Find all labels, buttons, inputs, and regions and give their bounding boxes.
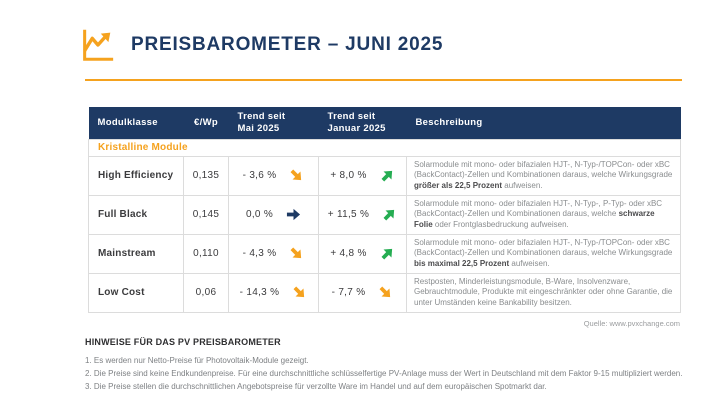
column-header-line: Trend seit: [237, 110, 286, 122]
trend-value: + 11,5 %: [327, 209, 370, 220]
description-text: aufweisen.: [502, 180, 543, 190]
notes-section: HINWEISE FÜR DAS PV PREISBAROMETER 1. Es…: [85, 337, 700, 393]
description-bold-text: schwarze Folie: [414, 209, 655, 229]
trend-arrow-icon: [286, 207, 301, 222]
trend-value: 0,0 %: [245, 209, 274, 220]
page-title: PREISBAROMETER – JUNI 2025: [131, 34, 444, 55]
table-row-low-cost: Low Cost 0,06 - 14,3 % - 7,7 % Restposte…: [88, 272, 681, 313]
table-row-high-efficiency: High Efficiency 0,135 - 3,6 % + 8,0 % So…: [88, 155, 681, 196]
module-name: Full Black: [88, 194, 184, 235]
trend-value: - 14,3 %: [239, 287, 280, 298]
column-header-line: Januar 2025: [327, 122, 386, 134]
trend-jan-cell: + 4,8 %: [318, 233, 407, 274]
trend-arrow-icon: [377, 243, 398, 264]
trend-arrow-icon: [289, 282, 310, 303]
module-description: Solarmodule mit mono- oder bifazialen HJ…: [406, 155, 681, 196]
trend-value: - 3,6 %: [242, 170, 277, 181]
trend-jan-cell: - 7,7 %: [318, 272, 407, 313]
section-label: Kristalline Module: [88, 138, 681, 157]
module-name: Mainstream: [88, 233, 184, 274]
note-item: 1. Es werden nur Netto-Preise für Photov…: [85, 355, 309, 365]
price-value: 0,110: [183, 233, 229, 274]
trend-value: + 4,8 %: [330, 248, 367, 259]
price-value: 0,135: [183, 155, 229, 196]
description-text: Solarmodule mit mono- oder bifazialen HJ…: [414, 159, 673, 180]
trend-arrow-icon: [286, 165, 307, 186]
column-header-line: Trend seit: [327, 110, 376, 122]
trend-value: - 7,7 %: [331, 287, 366, 298]
description-bold-text: bis maximal 22,5 Prozent: [414, 258, 510, 268]
note-item: 2. Die Preise sind keine Endkundenpreise…: [85, 368, 683, 378]
column-header-line: Mai 2025: [237, 122, 280, 134]
price-value: 0,145: [183, 194, 229, 235]
description-text: Solarmodule mit mono- oder bifazialen HJ…: [414, 237, 673, 258]
trend-value: - 4,3 %: [242, 248, 277, 259]
trend-may-cell: - 4,3 %: [228, 233, 319, 274]
description-bold-text: größer als 22,5 Prozent: [414, 180, 503, 190]
source-text: Quelle: www.pvxchange.com: [583, 318, 680, 328]
table-row-mainstream: Mainstream 0,110 - 4,3 % + 4,8 % Solarmo…: [88, 233, 681, 274]
page-header: PREISBAROMETER – JUNI 2025: [0, 0, 728, 64]
trend-jan-cell: + 8,0 %: [318, 155, 407, 196]
trend-arrow-icon: [286, 243, 307, 264]
description-text: aufweisen.: [509, 258, 550, 268]
trend-arrow-icon: [377, 165, 398, 186]
description-text: Solarmodule mit mono- oder bifazialen HJ…: [414, 198, 663, 219]
column-header-trend-mai: Trend seit Mai 2025: [228, 107, 319, 139]
description-text: oder Frontglasbedruckung aufweisen.: [432, 219, 569, 229]
section-row-kristalline-module: Kristalline Module: [88, 138, 681, 157]
table-header-row: Modulklasse €/Wp Trend seit Mai 2025 Tre…: [88, 107, 681, 139]
price-chart-logo-icon: [78, 26, 116, 64]
column-header-beschreibung: Beschreibung: [406, 107, 681, 139]
price-value: 0,06: [183, 272, 229, 313]
trend-may-cell: - 14,3 %: [228, 272, 319, 313]
trend-may-cell: - 3,6 %: [228, 155, 319, 196]
trend-arrow-icon: [379, 204, 400, 225]
module-description: Solarmodule mit mono- oder bifazialen HJ…: [406, 233, 681, 274]
module-name: Low Cost: [88, 272, 184, 313]
table-row-full-black: Full Black 0,145 0,0 % + 11,5 % Solarmod…: [88, 194, 681, 235]
header-divider: [85, 79, 682, 81]
description-text: Restposten, Minderleistungsmodule, B-War…: [414, 276, 673, 307]
column-header-trend-januar: Trend seit Januar 2025: [318, 107, 407, 139]
notes-title: HINWEISE FÜR DAS PV PREISBAROMETER: [85, 336, 281, 347]
module-name: High Efficiency: [88, 155, 184, 196]
module-description: Restposten, Minderleistungsmodule, B-War…: [406, 272, 681, 313]
trend-arrow-icon: [375, 282, 396, 303]
price-table: Modulklasse €/Wp Trend seit Mai 2025 Tre…: [88, 107, 681, 313]
trend-may-cell: 0,0 %: [228, 194, 319, 235]
trend-value: + 8,0 %: [330, 170, 367, 181]
note-item: 3. Die Preise stellen die durchschnittli…: [85, 381, 547, 391]
column-header-modulklasse: Modulklasse: [88, 107, 184, 139]
trend-jan-cell: + 11,5 %: [318, 194, 407, 235]
module-description: Solarmodule mit mono- oder bifazialen HJ…: [406, 194, 681, 235]
column-header-price: €/Wp: [183, 107, 229, 139]
